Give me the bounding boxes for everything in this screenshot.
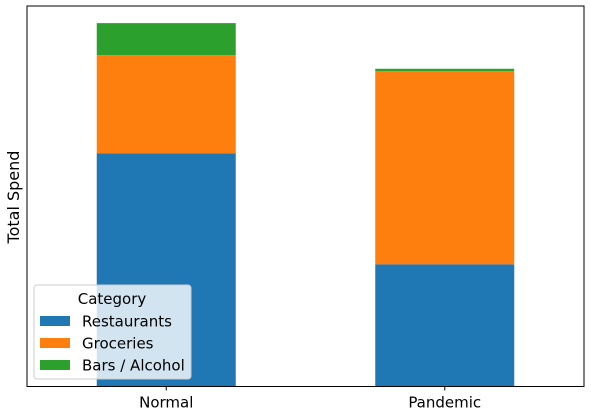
legend-swatch (40, 316, 70, 326)
legend: Category Restaurants Groceries Bars / Alcoh… (33, 284, 192, 380)
bar-pandemic-restaurants (375, 264, 515, 387)
legend-entry-label: Restaurants (82, 313, 172, 331)
legend-swatch (40, 338, 70, 348)
x-tick-label: Normal (139, 394, 193, 412)
y-axis-label: Total Spend (4, 151, 23, 245)
plot-frame (26, 5, 585, 387)
bars-layer (96, 23, 515, 387)
legend-box (33, 284, 192, 380)
x-tick-label: Pandemic (408, 394, 481, 412)
bar-normal-groceries (96, 55, 236, 154)
bar-pandemic-groceries (375, 71, 515, 265)
legend-entry-label: Groceries (82, 335, 154, 353)
legend-title: Category (78, 290, 147, 308)
bar-normal-bars-alcohol (96, 23, 236, 56)
x-axis: Normal Pandemic (139, 386, 481, 412)
legend-swatch (40, 360, 70, 370)
legend-entry-label: Bars / Alcohol (82, 357, 185, 375)
bar-pandemic-bars-alcohol (375, 68, 515, 72)
